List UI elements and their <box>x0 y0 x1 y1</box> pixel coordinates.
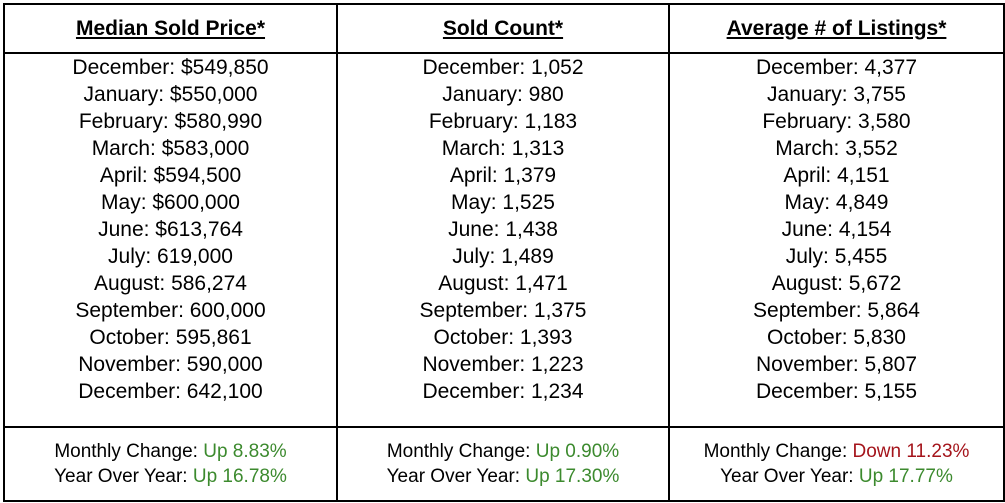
month-value: June: 1,438 <box>448 218 558 241</box>
month-value: September: 1,375 <box>419 299 587 322</box>
year-over-year-value: Up 17.77% <box>858 466 953 487</box>
month-value: November: 5,807 <box>755 353 918 376</box>
year-over-year-line: Year Over Year: Up 17.77% <box>670 464 1003 489</box>
monthly-change-value: Up 0.90% <box>535 441 620 462</box>
monthly-change-label: Monthly Change: <box>54 441 204 462</box>
month-value: March: 1,313 <box>441 137 565 160</box>
year-over-year-value: Up 16.78% <box>192 466 287 487</box>
month-value: February: $580,990 <box>78 110 263 133</box>
month-value: October: 1,393 <box>433 326 573 349</box>
monthly-change-line: Monthly Change: Up 0.90% <box>338 439 668 464</box>
month-value: December: 5,155 <box>755 380 918 403</box>
month-value: February: 1,183 <box>428 110 578 133</box>
monthly-values-row: December: $549,850 January: $550,000 Febru… <box>3 52 1005 428</box>
monthly-change-line: Monthly Change: Down 11.23% <box>670 439 1003 464</box>
month-value: May: 4,849 <box>784 191 889 214</box>
median-sold-price-list: December: $549,850 January: $550,000 Febru… <box>3 52 338 428</box>
month-value: April: $594,500 <box>99 164 242 187</box>
month-value: November: 1,223 <box>422 353 584 376</box>
monthly-change-value: Down 11.23% <box>852 441 970 462</box>
month-value: July: 5,455 <box>785 245 888 268</box>
sold-count-changes: Monthly Change: Up 0.90% Year Over Year:… <box>336 426 670 502</box>
monthly-change-label: Monthly Change: <box>386 441 536 462</box>
header-median-sold-price: Median Sold Price* <box>3 3 338 54</box>
monthly-change-value: Up 8.83% <box>203 441 287 462</box>
month-value: June: $613,764 <box>98 218 243 241</box>
month-value: January: $550,000 <box>83 83 258 106</box>
month-value: April: 1,379 <box>449 164 557 187</box>
year-over-year-label: Year Over Year: <box>720 466 859 487</box>
header-sold-count: Sold Count* <box>336 3 670 54</box>
month-value: December: 642,100 <box>78 380 263 403</box>
month-value: January: 980 <box>442 83 564 106</box>
average-listings-changes: Monthly Change: Down 11.23% Year Over Ye… <box>668 426 1005 502</box>
median-sold-price-changes: Monthly Change: Up 8.83% Year Over Year:… <box>3 426 338 502</box>
year-over-year-line: Year Over Year: Up 16.78% <box>5 464 336 489</box>
average-listings-list: December: 4,377 January: 3,755 February: 3… <box>668 52 1005 428</box>
month-value: October: 5,830 <box>767 326 906 349</box>
month-value: September: 600,000 <box>75 299 266 322</box>
header-row: Median Sold Price* Sold Count* Average #… <box>3 3 1005 54</box>
month-value: December: $549,850 <box>72 56 269 79</box>
sold-count-list: December: 1,052 January: 980 February: 1,1… <box>336 52 670 428</box>
month-value: August: 1,471 <box>438 272 568 295</box>
monthly-change-label: Monthly Change: <box>703 441 853 462</box>
month-value: August: 586,274 <box>94 272 247 295</box>
month-value: December: 4,377 <box>755 56 918 79</box>
month-value: January: 3,755 <box>767 83 906 106</box>
month-value: March: 3,552 <box>775 137 898 160</box>
header-average-listings: Average # of Listings* <box>668 3 1005 54</box>
month-value: May: $600,000 <box>101 191 240 214</box>
year-over-year-line: Year Over Year: Up 17.30% <box>338 464 668 489</box>
month-value: August: 5,672 <box>771 272 902 295</box>
year-over-year-value: Up 17.30% <box>525 466 620 487</box>
month-value: October: 595,861 <box>89 326 252 349</box>
month-value: December: 1,234 <box>422 380 584 403</box>
month-value: April: 4,151 <box>783 164 890 187</box>
month-value: December: 1,052 <box>422 56 584 79</box>
year-over-year-label: Year Over Year: <box>386 466 526 487</box>
monthly-change-line: Monthly Change: Up 8.83% <box>5 439 336 464</box>
month-value: July: 1,489 <box>452 245 554 268</box>
month-value: March: $583,000 <box>91 137 250 160</box>
year-over-year-label: Year Over Year: <box>54 466 193 487</box>
month-value: February: 3,580 <box>762 110 911 133</box>
month-value: September: 5,864 <box>753 299 920 322</box>
market-stats-table: Median Sold Price* Sold Count* Average #… <box>3 3 1005 502</box>
month-value: June: 4,154 <box>781 218 892 241</box>
change-summary-row: Monthly Change: Up 8.83% Year Over Year:… <box>3 426 1005 502</box>
month-value: November: 590,000 <box>78 353 263 376</box>
month-value: July: 619,000 <box>108 245 233 268</box>
month-value: May: 1,525 <box>451 191 555 214</box>
